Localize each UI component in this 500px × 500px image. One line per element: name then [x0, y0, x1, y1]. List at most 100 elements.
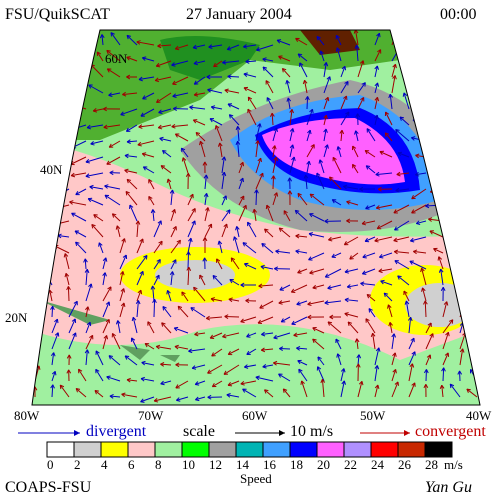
wind-vector	[32, 277, 36, 286]
wind-vector-head	[429, 333, 434, 338]
wind-vector-head	[262, 363, 267, 369]
wind-vector-head	[41, 208, 47, 213]
wind-vector-head	[409, 260, 414, 265]
wind-vector	[54, 245, 70, 254]
wind-vector-head	[297, 359, 302, 365]
wind-vector	[374, 384, 379, 398]
wind-vector	[51, 384, 54, 398]
wind-vector	[229, 279, 240, 286]
wind-vector-head	[392, 75, 397, 80]
wind-vector-head	[153, 397, 159, 403]
wind-vector	[286, 80, 291, 94]
wind-vector-head	[324, 273, 330, 278]
wind-vector-head	[126, 377, 131, 383]
wind-vector-head	[448, 319, 454, 324]
wind-vector	[262, 66, 274, 78]
wind-vector	[299, 62, 308, 78]
lon-label: 60W	[242, 408, 268, 423]
wind-vector	[91, 224, 104, 238]
divergent-label: divergent	[86, 423, 147, 440]
wind-vector-head	[286, 97, 292, 102]
wind-vector	[278, 373, 291, 382]
wind-vector-head	[407, 66, 413, 71]
wind-vector-head	[468, 221, 473, 226]
wind-vector	[352, 164, 359, 174]
wind-vector-head	[427, 30, 432, 34]
wind-vector	[98, 242, 104, 254]
wind-vector-head	[425, 63, 431, 68]
wind-vector-head	[87, 197, 93, 203]
wind-vector-head	[208, 44, 213, 49]
wind-vector	[207, 364, 223, 374]
wind-vector	[305, 174, 308, 190]
wind-vector	[221, 223, 228, 238]
wind-vector-head	[459, 270, 464, 276]
wind-vector-head	[194, 331, 199, 337]
wind-vector-head	[158, 109, 163, 114]
land	[300, 30, 360, 55]
wind-vector-head	[427, 119, 433, 124]
wind-vector	[41, 117, 53, 126]
wind-vector	[174, 345, 189, 350]
wind-vector	[85, 349, 88, 366]
wind-vector-head	[20, 191, 24, 195]
wind-vector	[51, 156, 70, 161]
wind-vector-head	[280, 318, 286, 323]
wind-vector-head	[287, 190, 293, 195]
wind-vector	[463, 172, 478, 176]
wind-vector	[237, 126, 240, 142]
wind-vector-head	[51, 370, 57, 376]
wind-vector-head	[351, 145, 357, 151]
wind-vector-head	[71, 212, 76, 217]
wind-vector	[372, 333, 376, 350]
wind-vector	[403, 92, 410, 110]
wind-vector	[112, 333, 121, 350]
wind-vector	[160, 165, 172, 174]
wind-vector	[282, 388, 291, 398]
wind-vector	[51, 138, 70, 142]
wind-vector-head	[161, 149, 167, 155]
wind-vector-head	[68, 102, 74, 107]
colorbar-label: 6	[128, 457, 135, 472]
wind-vector-head	[207, 369, 212, 374]
wind-vector-head	[392, 63, 397, 69]
wind-vector	[85, 306, 89, 318]
wind-vector-head	[475, 319, 480, 324]
wind-vector	[417, 97, 427, 110]
wind-vector-head	[92, 108, 98, 113]
wind-vector-head	[55, 120, 60, 126]
wind-vector-head	[41, 117, 46, 122]
wind-vector	[68, 30, 71, 46]
wind-vector-head	[440, 286, 446, 291]
wind-vector-head	[240, 381, 245, 386]
wind-vector-head	[105, 318, 110, 324]
wind-vector-head	[443, 301, 449, 306]
wind-vector	[374, 82, 379, 94]
wind-vector	[260, 265, 274, 270]
wind-vector-head	[384, 111, 390, 116]
wind-vector	[368, 308, 376, 318]
lat-label: 40N	[40, 162, 63, 177]
wind-vector	[289, 109, 293, 126]
wind-vector-head	[297, 53, 303, 58]
wind-vector-head	[243, 44, 248, 49]
wind-vector	[126, 379, 138, 382]
wind-vector-head	[70, 126, 75, 132]
wind-vector	[233, 236, 240, 254]
wind-vector	[194, 332, 206, 335]
wind-vector-head	[39, 99, 45, 104]
wind-vector	[308, 233, 325, 238]
wind-vector	[287, 97, 291, 110]
wind-vector-head	[278, 55, 283, 60]
wind-vector-head	[232, 236, 238, 241]
wind-vector	[256, 44, 274, 51]
wind-vector-head	[41, 191, 46, 196]
wind-vector	[110, 32, 121, 46]
wind-vector	[199, 274, 206, 286]
wind-vector-head	[388, 93, 393, 99]
wind-vector-head	[240, 318, 245, 324]
wind-vector-head	[361, 82, 366, 87]
date: 27 January 2004	[186, 6, 292, 23]
wind-vector	[37, 136, 53, 142]
wind-vector-head	[354, 130, 359, 135]
